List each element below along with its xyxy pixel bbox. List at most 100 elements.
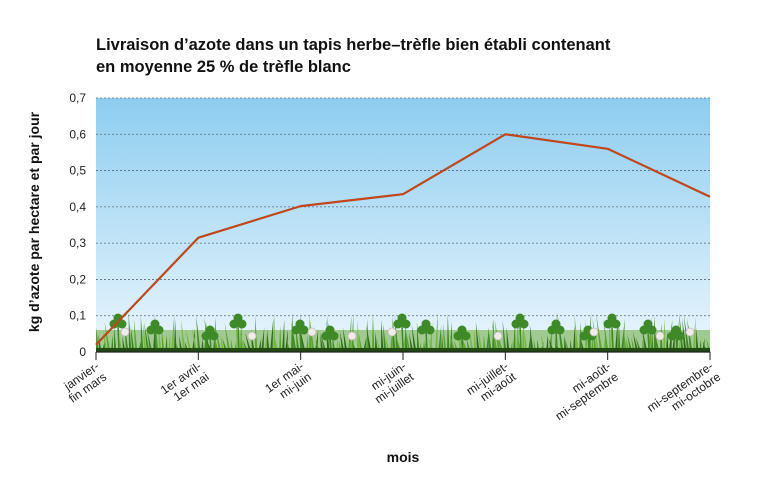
grass-blade [627, 334, 633, 352]
clover-icon [291, 319, 309, 351]
grass-blade [196, 315, 201, 352]
clover-leaf [229, 319, 239, 329]
grass-blade [104, 322, 111, 352]
clover-leaf [329, 331, 339, 341]
grass-blade [351, 339, 357, 352]
grass-blade [632, 331, 639, 352]
grass-blade [474, 328, 477, 352]
x-tick-label: 1er avril-1er mai [158, 359, 212, 408]
clover-leaf [579, 331, 589, 341]
clover-flower-icon [685, 327, 695, 337]
grass-blade [279, 325, 282, 352]
grass-blade [696, 327, 699, 352]
clover-leaf [547, 325, 557, 335]
grass-blade [140, 315, 144, 352]
clover-leaf [453, 331, 463, 341]
grass-blade [261, 327, 265, 352]
x-tick-label: 1er mai-mi-juin [262, 359, 314, 406]
clover-stem [154, 330, 157, 351]
clover-stem [425, 330, 428, 351]
grass-blade [502, 320, 507, 352]
grass-blade [215, 327, 222, 352]
grass-blade [506, 327, 510, 352]
clover-flower-icon [589, 327, 599, 337]
clover-leaf [237, 319, 247, 329]
clover-leaf [209, 331, 219, 341]
grass-blade [179, 335, 183, 352]
grass-blade [153, 329, 156, 352]
clover-stem [519, 324, 522, 351]
y-tick-label: 0 [79, 345, 86, 359]
grass-blade [168, 333, 171, 352]
chart-title: Livraison d’azote dans un tapis herbe–tr… [96, 34, 736, 78]
grass-blade [540, 334, 546, 352]
grass-blade [623, 327, 627, 352]
grass-blade [181, 319, 186, 352]
clover-flower-icon [247, 331, 257, 341]
clover-stem [329, 336, 332, 351]
clover-leaf [675, 331, 685, 341]
clover-flower-icon [655, 331, 665, 341]
clover-leaf [401, 319, 411, 329]
clover-leaf [393, 319, 403, 329]
grass-blade [165, 334, 168, 352]
clover-leaf [519, 319, 529, 329]
clover-leaf [611, 319, 621, 329]
clover-icon [229, 313, 247, 351]
grass-blade [442, 323, 447, 352]
grass-blade [666, 331, 669, 352]
grass-blade [300, 330, 306, 352]
grass-blade [494, 319, 501, 352]
clover-leaf [117, 319, 127, 329]
clover-icon [146, 319, 164, 351]
y-tick-label: 0,3 [69, 236, 86, 250]
clover-stem [237, 324, 240, 351]
clover-icon [393, 313, 411, 351]
clover-leaf [291, 325, 301, 335]
grass-base [96, 348, 710, 352]
x-axis: janvier-fin mars 1er avril-1er mai 1er mai… [59, 351, 723, 423]
clover-flower-icon [307, 327, 317, 337]
plot-background [96, 98, 710, 352]
grass-blade [618, 321, 621, 352]
grass-blade [255, 314, 258, 352]
grass-blade [408, 332, 414, 352]
grass-blade [595, 334, 600, 352]
grass-blade [580, 338, 585, 352]
grass-blade [239, 331, 246, 352]
grass-blade [449, 334, 456, 352]
grass-blade [98, 334, 102, 352]
clover-leaf [201, 331, 211, 341]
series-line [95, 133, 711, 346]
grass-blade [483, 334, 486, 352]
grass-blade [546, 334, 549, 352]
clover-leaf [555, 325, 565, 335]
grass-blade [596, 313, 603, 352]
grass-blade [291, 321, 297, 352]
series-layer [95, 133, 711, 346]
y-tick-label: 0,6 [69, 127, 86, 141]
grass-blade [264, 328, 268, 352]
grass-blade [175, 341, 180, 352]
clover-leaf [299, 325, 309, 335]
clover-leaf [321, 331, 331, 341]
clover-stem [611, 324, 614, 351]
chart-title-line-1: Livraison d’azote dans un tapis herbe–tr… [96, 36, 611, 54]
y-tick-label: 0,2 [69, 272, 86, 286]
grass-blade [285, 328, 289, 352]
y-tick-label: 0,7 [69, 91, 86, 105]
grass-blade [272, 328, 279, 352]
grass-blade [428, 336, 435, 352]
clover-icon [639, 319, 657, 351]
grass-blade [435, 312, 438, 352]
clover-icon [321, 325, 339, 351]
x-tick-label: janvier-fin mars [59, 359, 109, 406]
grass-blade [133, 318, 138, 352]
grass-blade [342, 327, 348, 352]
clover-leaf [461, 331, 471, 341]
grass-blade [306, 335, 309, 352]
grass-blade [358, 333, 363, 352]
grass-blade [245, 332, 252, 352]
grass-blade [447, 313, 450, 352]
grass-blade [469, 329, 474, 352]
